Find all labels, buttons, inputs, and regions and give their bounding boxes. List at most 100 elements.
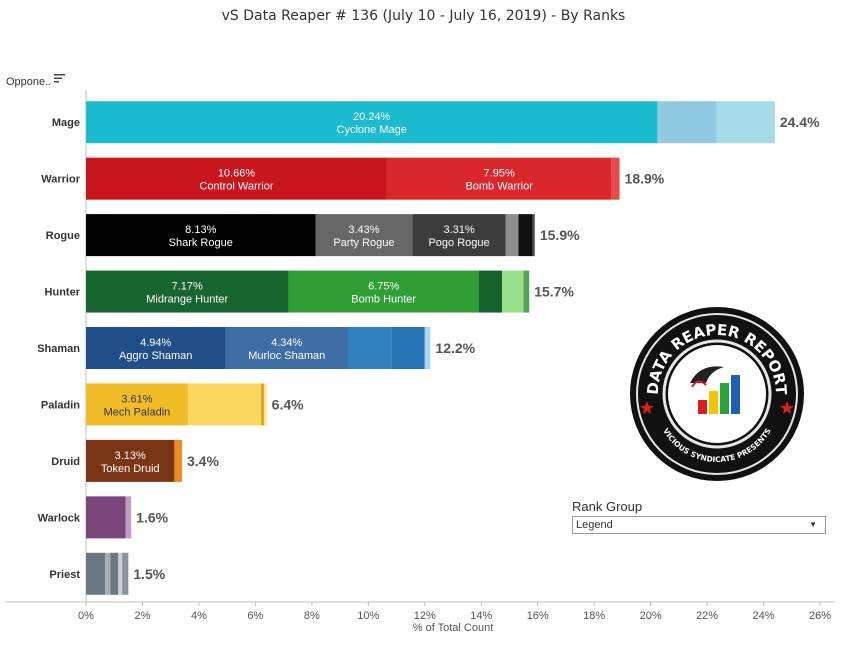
bar-segment — [122, 552, 129, 595]
x-tick-label: 16% — [527, 610, 549, 622]
bar-segment — [288, 270, 479, 313]
segment-name-label: Party Rogue — [333, 237, 394, 249]
bar-segment — [86, 496, 126, 539]
segment-name-label: Pogo Rogue — [428, 237, 489, 249]
bar-segment — [716, 101, 775, 144]
category-label: Hunter — [45, 287, 81, 299]
legend-title: Rank Group — [572, 499, 643, 514]
segment-value-label: 3.43% — [348, 224, 379, 236]
segment-name-label: Shark Rogue — [169, 237, 233, 249]
category-label: Shaman — [37, 343, 80, 355]
category-label: Rogue — [46, 230, 80, 242]
segment-name-label: Token Druid — [101, 463, 160, 475]
segment-name-label: Bomb Hunter — [351, 294, 416, 306]
chevron-down-icon[interactable]: ▼ — [809, 520, 817, 529]
x-tick-label: 8% — [304, 610, 320, 622]
x-tick-label: 0% — [78, 610, 94, 622]
bar-segment — [86, 270, 289, 313]
x-tick-label: 20% — [640, 610, 662, 622]
segment-value-label: 3.31% — [443, 224, 474, 236]
bar-total-label: 18.9% — [625, 171, 665, 187]
bar-total-label: 15.7% — [534, 284, 574, 300]
segment-value-label: 4.94% — [140, 337, 171, 349]
bar-segment — [86, 552, 106, 595]
x-tick-label: 10% — [357, 610, 379, 622]
bar-segment — [86, 101, 658, 144]
bar-segment — [611, 157, 620, 200]
x-tick-label: 6% — [247, 610, 263, 622]
bar-total-label: 24.4% — [780, 114, 820, 130]
x-tick-label: 24% — [753, 610, 775, 622]
segment-value-label: 4.34% — [271, 337, 302, 349]
segment-name-label: Murloc Shaman — [248, 350, 325, 362]
category-label: Druid — [51, 456, 80, 468]
segment-value-label: 7.17% — [172, 281, 203, 293]
bar-segment — [225, 327, 348, 369]
x-tick-label: 4% — [191, 610, 207, 622]
bar-total-label: 6.4% — [272, 396, 304, 412]
bar-segment — [505, 214, 519, 257]
bar-segment — [105, 552, 111, 595]
bar-segment — [518, 214, 533, 257]
bar-segment — [86, 214, 316, 257]
bar-segment — [386, 157, 612, 200]
bar-total-label: 1.5% — [133, 566, 165, 582]
data-reaper-logo: DATA REAPER REPORT VICIOUS SYNDICATE PRE… — [630, 307, 804, 481]
bar-segment — [174, 439, 182, 482]
segment-name-label: Midrange Hunter — [146, 294, 228, 306]
bar-segment — [391, 327, 425, 369]
segment-value-label: 7.95% — [484, 168, 515, 180]
category-label: Mage — [52, 117, 80, 129]
sort-icon[interactable] — [54, 73, 66, 83]
opponent-filter-label[interactable]: Oppone.. — [6, 76, 52, 88]
bar-segment — [86, 439, 175, 482]
bar-segment — [412, 214, 506, 257]
bar-segment — [315, 214, 413, 257]
bar-segment — [86, 327, 226, 369]
bar-segment — [478, 270, 503, 313]
bar-segment — [110, 552, 119, 595]
x-tick-label: 14% — [470, 610, 492, 622]
segment-value-label: 10.66% — [218, 168, 256, 180]
bar-segment — [502, 270, 524, 313]
category-label: Paladin — [41, 399, 80, 411]
category-label: Warlock — [38, 512, 81, 524]
bar-segment — [86, 383, 188, 426]
bar-total-label: 12.2% — [435, 340, 475, 356]
segment-name-label: Bomb Warrior — [465, 181, 533, 193]
bar-segment — [187, 383, 262, 426]
segment-name-label: Cyclone Mage — [337, 124, 407, 136]
x-tick-label: 2% — [135, 610, 151, 622]
x-tick-label: 26% — [809, 610, 831, 622]
bar-total-label: 1.6% — [136, 509, 168, 525]
x-tick-label: 12% — [414, 610, 436, 622]
x-axis-label: % of Total Count — [412, 622, 494, 634]
category-label: Warrior — [41, 174, 80, 186]
rank-group-dropdown[interactable]: Legend ▼ — [572, 516, 826, 534]
segment-name-label: Control Warrior — [199, 181, 273, 193]
x-tick-label: 18% — [583, 610, 605, 622]
chart-title: vS Data Reaper # 136 (July 10 - July 16,… — [221, 8, 626, 24]
segment-name-label: Mech Paladin — [104, 406, 171, 418]
bar-segment — [261, 383, 264, 426]
segment-value-label: 8.13% — [185, 224, 216, 236]
bar-segment — [657, 101, 717, 144]
bar-segment — [125, 496, 132, 539]
x-tick-label: 22% — [696, 610, 718, 622]
segment-value-label: 3.13% — [115, 450, 146, 462]
category-label: Priest — [49, 569, 80, 581]
segment-name-label: Aggro Shaman — [119, 350, 192, 362]
bar-total-label: 3.4% — [187, 453, 219, 469]
bar-segment — [532, 214, 535, 257]
segment-value-label: 3.61% — [121, 393, 152, 405]
bar-segment — [118, 552, 123, 595]
bar-segment — [347, 327, 392, 369]
segment-value-label: 20.24% — [353, 111, 391, 123]
bar-segment — [424, 327, 431, 369]
bar-segment — [523, 270, 530, 313]
rank-group-selected: Legend — [576, 519, 613, 531]
bar-segment — [263, 383, 267, 426]
bar-segment — [86, 157, 387, 200]
bar-total-label: 15.9% — [540, 227, 580, 243]
